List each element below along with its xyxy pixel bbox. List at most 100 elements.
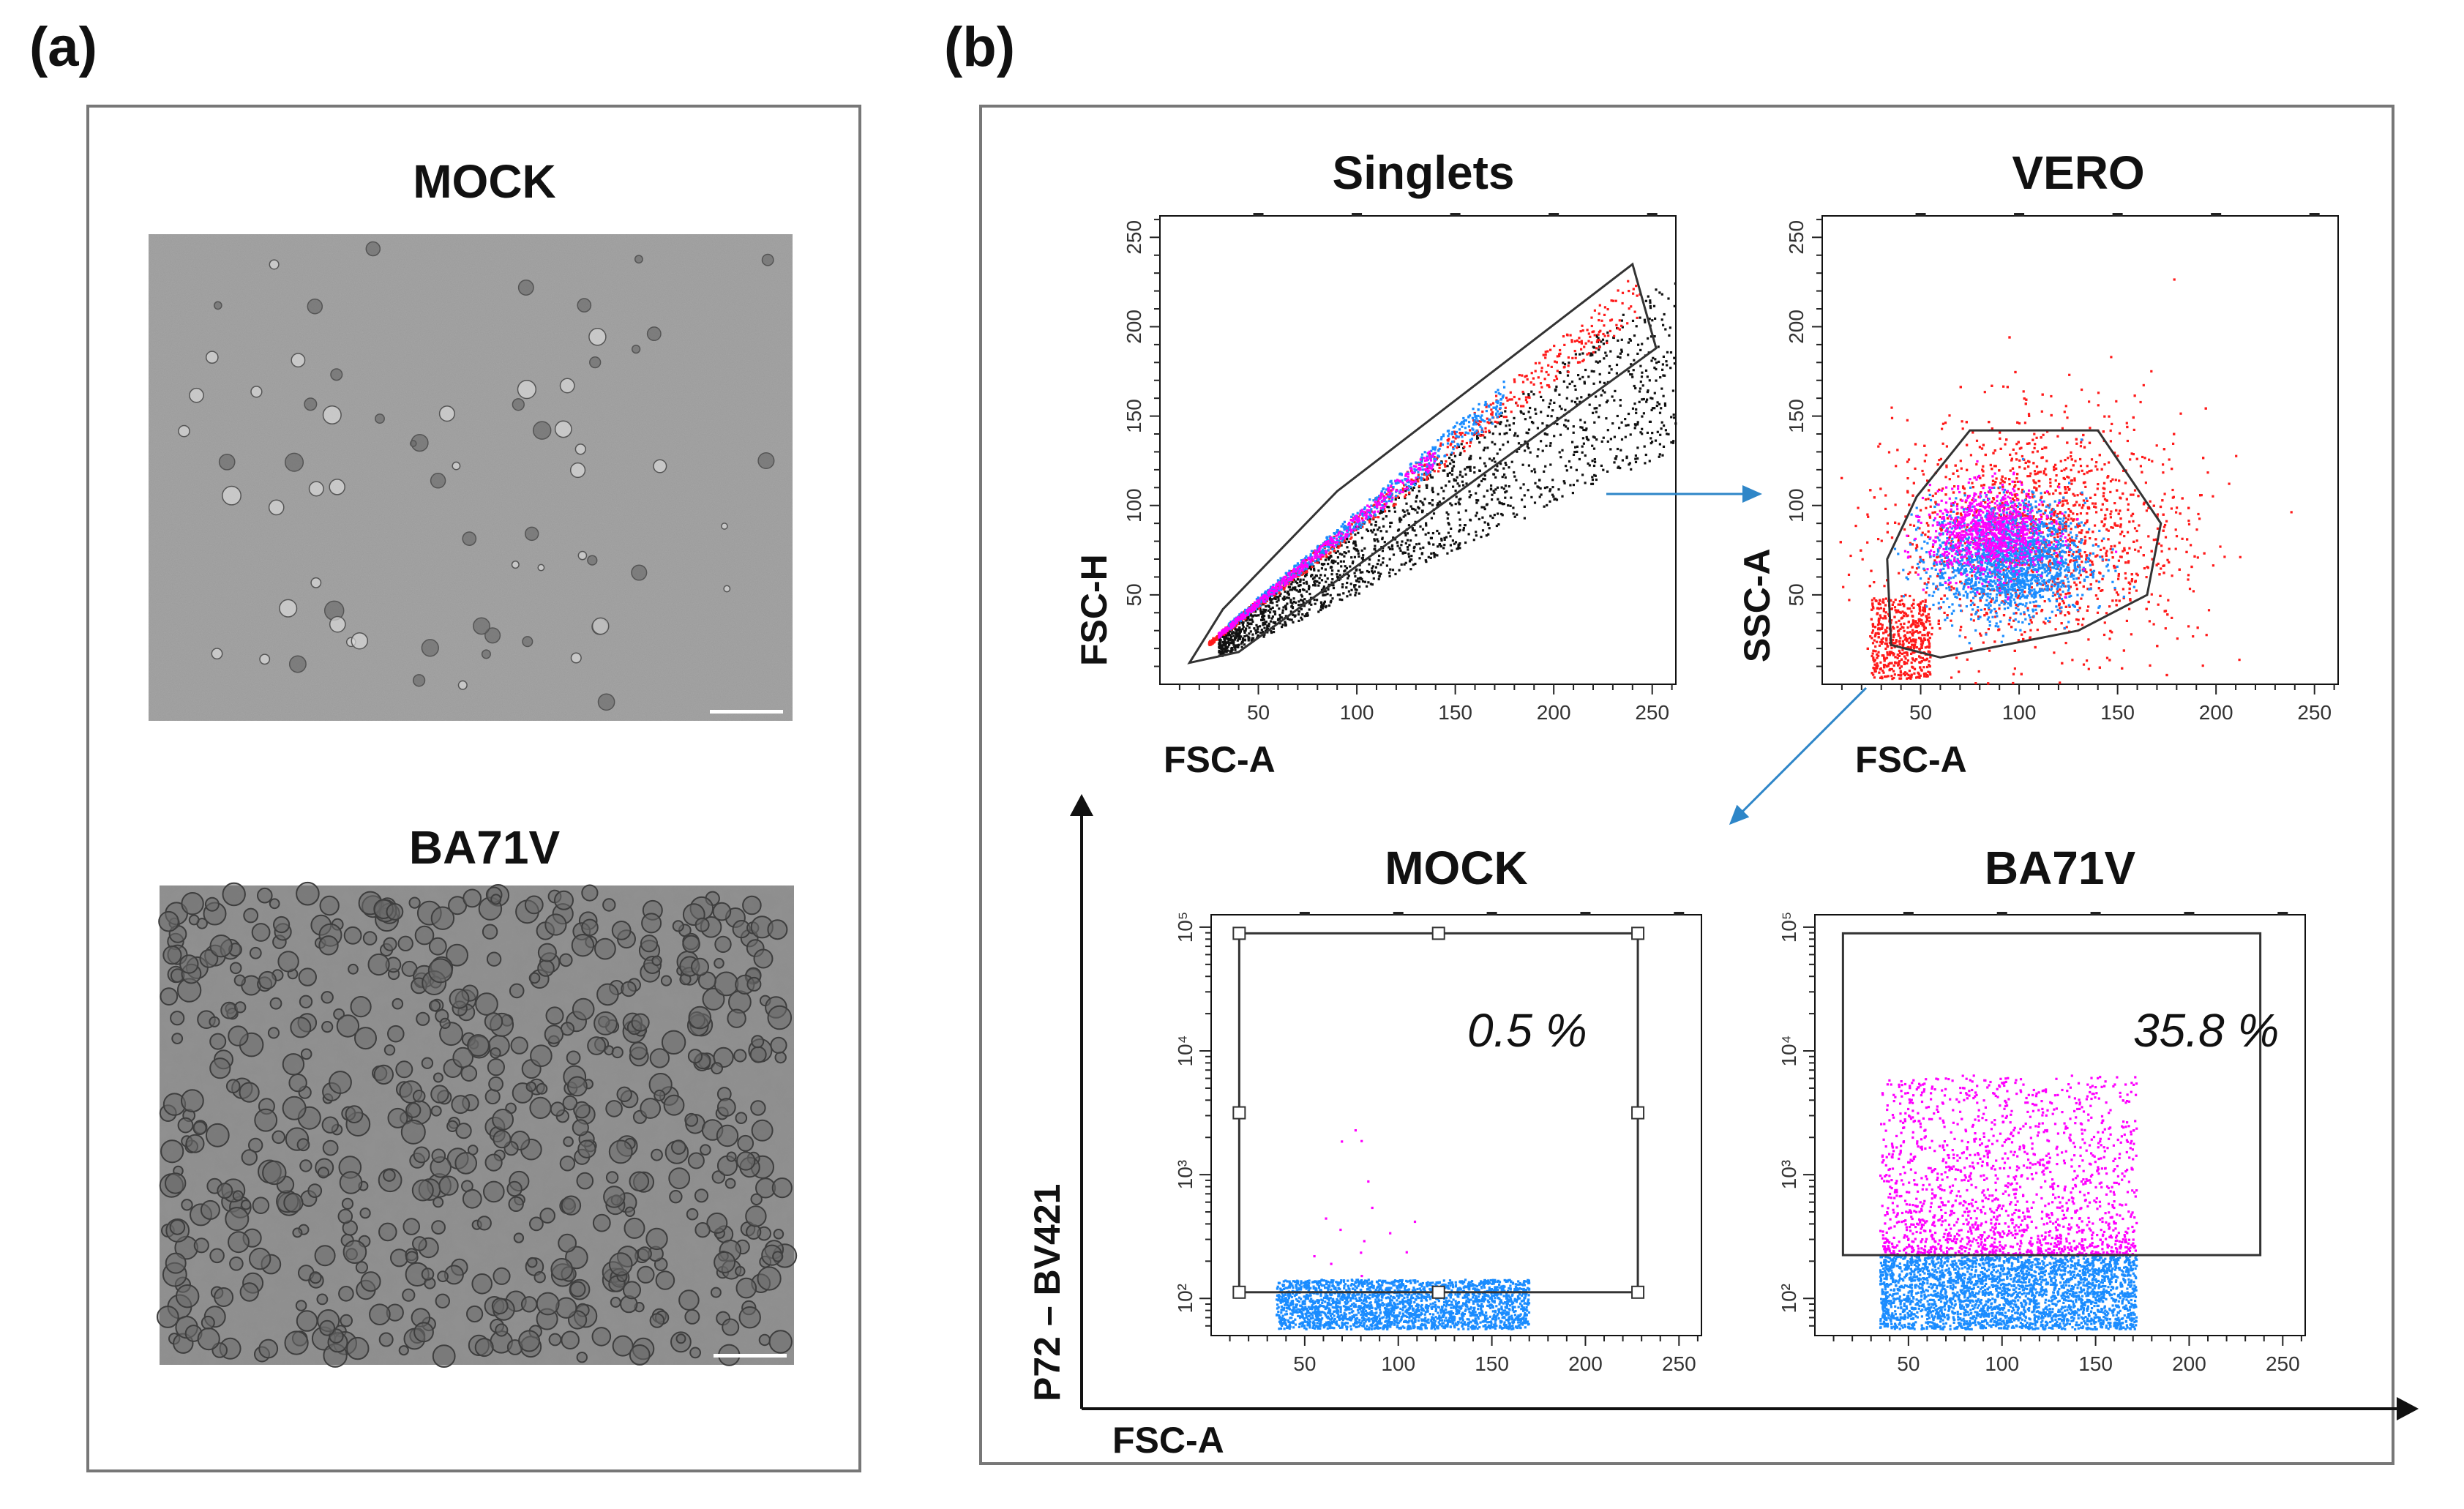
cell <box>402 1218 421 1235</box>
cell <box>239 1082 260 1103</box>
chart-title-singlets: Singlets <box>1333 146 1515 199</box>
gate-handle[interactable] <box>1431 926 1445 940</box>
cell <box>298 967 317 986</box>
y-tick-label: 200 <box>1785 310 1808 344</box>
singlets-ylabel: FSC-H <box>1074 554 1115 666</box>
micrograph-mock-title: MOCK <box>413 155 556 208</box>
cell <box>757 452 775 470</box>
chart-title-vero: VERO <box>2012 146 2144 199</box>
cell <box>300 1048 312 1060</box>
cell <box>591 1327 612 1347</box>
cell <box>486 951 502 967</box>
micrograph-mock <box>149 234 793 721</box>
cell <box>178 424 190 438</box>
cell <box>651 955 662 967</box>
cell <box>691 957 709 976</box>
plot-frame <box>1821 215 2339 685</box>
panel-b-frame <box>979 105 2394 1465</box>
cell <box>716 1098 736 1117</box>
cell <box>566 1050 581 1066</box>
cell <box>405 1251 419 1264</box>
cell <box>309 1271 322 1284</box>
cell <box>229 962 242 975</box>
gate-handle[interactable] <box>1631 926 1645 940</box>
cell <box>545 1006 564 1025</box>
cell <box>283 1192 304 1213</box>
cell <box>296 1138 310 1152</box>
cell <box>438 405 455 422</box>
cell <box>714 935 732 954</box>
cell <box>268 499 285 516</box>
top-tick-mark <box>1299 912 1310 915</box>
top-tick-mark <box>1450 213 1461 217</box>
cell <box>269 997 282 1010</box>
cell <box>640 1098 662 1119</box>
cell <box>641 913 662 934</box>
gate-handle[interactable] <box>1232 926 1246 940</box>
scale-bar <box>710 710 783 714</box>
cell <box>160 987 179 1006</box>
cell <box>634 255 643 264</box>
top-tick-mark <box>2277 912 2288 915</box>
cell <box>181 892 204 915</box>
cell <box>337 1208 353 1224</box>
cell <box>624 1206 635 1218</box>
cell <box>570 652 582 664</box>
cell <box>321 1116 339 1134</box>
top-tick-mark <box>2184 912 2195 915</box>
cell <box>249 946 262 959</box>
gate-handle[interactable] <box>1631 1285 1645 1299</box>
cell <box>241 1149 258 1166</box>
cell <box>484 1088 501 1105</box>
cell <box>308 481 324 497</box>
gate-handle[interactable] <box>1232 1106 1246 1120</box>
cell <box>603 1186 626 1208</box>
cell <box>290 1016 312 1038</box>
top-tick-mark <box>1996 912 2007 915</box>
cell <box>284 1330 309 1355</box>
cell <box>573 1101 591 1119</box>
cell <box>768 1330 793 1354</box>
gate-polygon <box>1886 429 2162 659</box>
cell <box>484 627 501 644</box>
gate-handle[interactable] <box>1431 1285 1445 1299</box>
cell <box>262 1160 287 1186</box>
cell <box>506 1180 523 1197</box>
cell <box>702 987 725 1011</box>
x-tick-label: 100 <box>1381 1352 1415 1375</box>
top-tick-mark <box>2309 213 2320 217</box>
y-tick-label: 10³ <box>1778 1160 1800 1189</box>
cell <box>591 617 610 635</box>
cell <box>460 1065 478 1082</box>
x-tick-label: 100 <box>2002 701 2037 724</box>
cell <box>272 1130 286 1145</box>
cell <box>594 937 616 960</box>
cell <box>378 1222 397 1242</box>
y-tick-label: 250 <box>1123 220 1145 255</box>
cell <box>587 1036 606 1055</box>
y-tick-label: 10⁴ <box>1174 1035 1197 1066</box>
cell <box>314 1245 336 1267</box>
cell <box>462 531 477 546</box>
gate-handle[interactable] <box>1232 1285 1246 1299</box>
cell <box>222 485 241 506</box>
cell <box>610 1297 621 1308</box>
cell <box>577 550 588 561</box>
cell <box>375 413 385 424</box>
cell <box>295 1300 307 1311</box>
cell <box>577 1139 596 1158</box>
cell <box>530 1044 553 1067</box>
cell <box>365 241 381 257</box>
cell <box>533 1271 546 1284</box>
cell <box>474 1338 494 1358</box>
cell <box>721 523 728 530</box>
gate-handle[interactable] <box>1631 1106 1645 1120</box>
cell <box>537 943 557 962</box>
gate-percent-mock: 0.5 % <box>1467 1004 1587 1057</box>
cell <box>655 1270 675 1290</box>
cell <box>397 935 413 952</box>
cell <box>537 959 555 977</box>
y-tick-label: 150 <box>1123 399 1145 433</box>
cell <box>587 555 598 566</box>
cell <box>682 935 700 954</box>
